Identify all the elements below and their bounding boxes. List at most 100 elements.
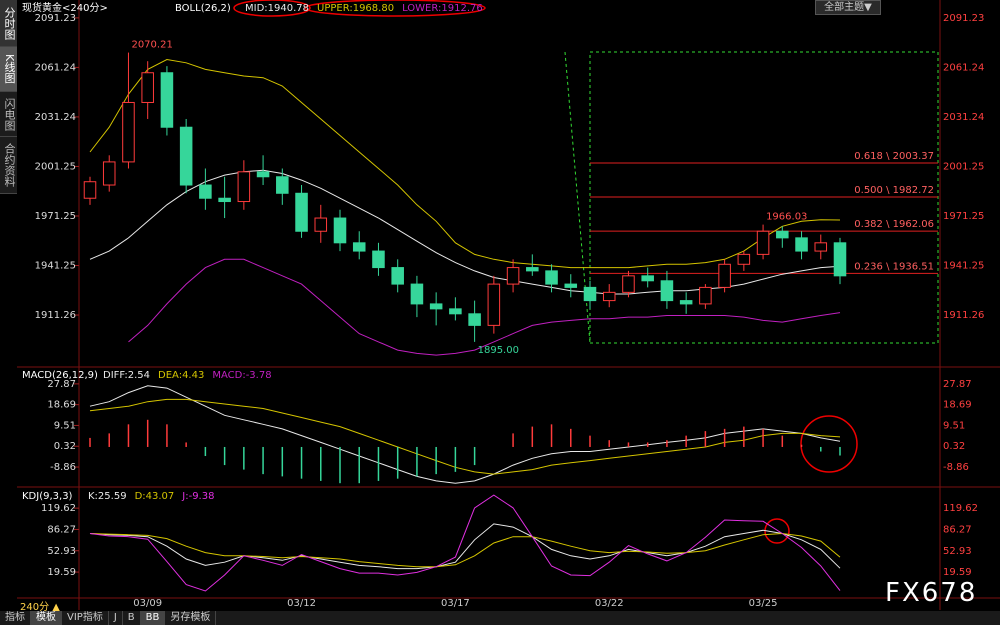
- tab-bar: 指标 模板 VIP指标 J B BB 另存模板: [0, 611, 1000, 625]
- x-tick-label: 03/12: [287, 598, 316, 609]
- series-line: [89, 385, 841, 484]
- y-tick-label: 9.51: [943, 420, 965, 431]
- y-tick-label: 86.27: [47, 524, 76, 535]
- y-tick-label: 2061.24: [35, 62, 76, 73]
- tab[interactable]: 指标: [0, 611, 31, 625]
- y-tick-label: 1941.25: [35, 261, 76, 272]
- y-tick-label: 2031.24: [943, 112, 984, 123]
- candle-body: [583, 286, 597, 302]
- y-tick-label: 119.62: [41, 503, 76, 514]
- y-tick-label: 1911.26: [35, 310, 76, 321]
- candle-body: [372, 250, 385, 269]
- candle-body: [276, 176, 289, 194]
- y-tick-label: 1911.26: [943, 310, 984, 321]
- candle-body: [737, 253, 751, 265]
- candle-body: [122, 101, 135, 163]
- candle-body: [833, 242, 847, 277]
- x-tick-label: 03/22: [595, 598, 624, 609]
- price-annotation: 2070.21: [131, 40, 172, 51]
- candle-body: [679, 300, 693, 305]
- tab[interactable]: BB: [140, 611, 166, 625]
- y-tick-label: 52.93: [47, 546, 76, 557]
- panel-title: 现货黄金<240分>: [22, 1, 108, 14]
- tab[interactable]: J: [109, 611, 123, 625]
- tab[interactable]: VIP指标: [62, 611, 109, 625]
- candle-body: [468, 313, 481, 326]
- y-tick-label: 2061.24: [943, 62, 984, 73]
- watermark: FX678: [885, 578, 978, 608]
- candle-body: [545, 270, 558, 285]
- y-tick-label: 18.69: [943, 400, 972, 411]
- candle-body: [160, 72, 174, 128]
- y-tick-label: -8.86: [943, 462, 969, 473]
- y-tick-label: 2091.23: [943, 13, 984, 24]
- tab[interactable]: 模板: [31, 611, 62, 625]
- fib-label: 0.382 \ 1962.06: [854, 219, 934, 230]
- legend-entry: MACD:-3.78: [212, 370, 271, 381]
- y-tick-label: 2001.25: [35, 161, 76, 172]
- sidebar-tab[interactable]: 合约资料: [0, 137, 17, 194]
- y-tick-label: 18.69: [47, 400, 76, 411]
- y-tick-label: 2001.25: [943, 161, 984, 172]
- candle-body: [487, 283, 501, 326]
- sidebar-tab[interactable]: K线图: [0, 47, 17, 92]
- y-tick-label: 9.51: [54, 420, 76, 431]
- panel-title: MACD(26,12,9): [22, 370, 98, 381]
- y-tick-label: 0.32: [54, 441, 76, 452]
- series-line: [89, 494, 841, 592]
- candle-body: [218, 197, 231, 203]
- series-line: [89, 532, 841, 568]
- y-tick-label: 27.87: [47, 379, 76, 390]
- price-annotation: 1966.03: [766, 212, 807, 223]
- series-line: [89, 523, 841, 570]
- candle-body: [660, 280, 674, 302]
- candle-body: [602, 291, 616, 302]
- x-tick-label: 03/17: [441, 598, 470, 609]
- x-tick-label: 03/09: [133, 598, 162, 609]
- tab[interactable]: B: [123, 611, 141, 625]
- candle-body: [256, 171, 270, 178]
- candle-body: [564, 283, 578, 288]
- frame: [17, 0, 1000, 610]
- legend-entry: DEA:4.43: [158, 370, 204, 381]
- candle-body: [776, 230, 789, 239]
- candle-body: [506, 267, 520, 285]
- candle-body: [352, 242, 366, 252]
- series-line: [89, 169, 841, 295]
- fib-label: 0.236 \ 1936.51: [854, 261, 934, 272]
- y-tick-label: 1971.25: [35, 211, 76, 222]
- y-tick-label: 1941.25: [943, 261, 984, 272]
- y-tick-label: 19.59: [47, 567, 76, 578]
- candle-body: [295, 192, 308, 232]
- tab[interactable]: 另存模板: [165, 611, 217, 625]
- candle-body: [102, 161, 116, 186]
- candle-body: [179, 126, 193, 186]
- indicator: BOLL(26,2): [175, 3, 231, 14]
- candle-body: [141, 72, 154, 103]
- legend-entry: MID:1940.78: [245, 3, 309, 14]
- series-line: [128, 258, 841, 356]
- candle-body: [83, 181, 97, 199]
- candle-body: [237, 171, 251, 203]
- period[interactable]: 240分 ▲: [20, 602, 60, 613]
- highlight-marks: [233, 0, 858, 544]
- candle-body: [526, 267, 539, 272]
- x-tick-label: 03/25: [749, 598, 778, 609]
- candle-body: [314, 217, 328, 232]
- sidebar-tab[interactable]: 闪电图: [0, 92, 17, 137]
- candle-body: [622, 275, 635, 293]
- candle-body: [410, 283, 424, 305]
- legend-entry: J:-9.38: [181, 491, 214, 502]
- candle-body: [814, 242, 828, 252]
- sidebar-tab[interactable]: 分时图: [0, 0, 17, 47]
- panel-title: KDJ(9,3,3): [22, 491, 73, 502]
- candle-body: [756, 230, 770, 255]
- candle-body: [795, 237, 808, 252]
- legend-entry: UPPER:1968.80: [317, 3, 394, 14]
- legend-entry: LOWER:1912.76: [402, 3, 483, 14]
- theme-select[interactable]: 全部主题▼: [815, 0, 881, 15]
- y-tick-label: 2091.23: [35, 13, 76, 24]
- price-annotation: 1895.00: [478, 345, 519, 356]
